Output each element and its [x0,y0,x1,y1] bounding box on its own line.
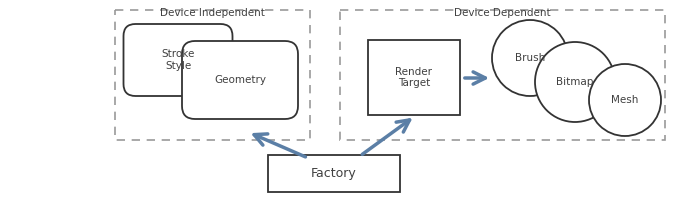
Text: Device Independent: Device Independent [160,8,264,18]
Bar [268,155,400,192]
Bar [340,10,665,140]
Bar [368,40,460,115]
Circle shape [492,20,568,96]
Text: Bitmap: Bitmap [556,77,594,87]
Text: Device Dependent: Device Dependent [454,8,550,18]
Text: Mesh: Mesh [611,95,639,105]
Text: Factory: Factory [311,167,357,180]
Text: Brush: Brush [515,53,545,63]
Bar [115,10,310,140]
Text: Stroke
Style: Stroke Style [161,49,195,71]
FancyBboxPatch shape [182,41,298,119]
Circle shape [589,64,661,136]
Text: Render
Target: Render Target [396,67,433,88]
FancyBboxPatch shape [123,24,233,96]
Circle shape [535,42,615,122]
Text: Geometry: Geometry [214,75,266,85]
